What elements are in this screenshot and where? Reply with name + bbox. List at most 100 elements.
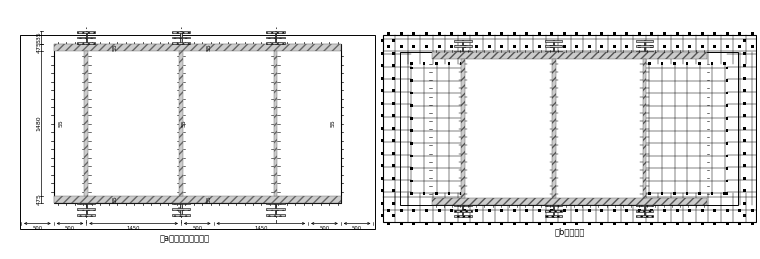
Bar <box>663 20 666 23</box>
Bar <box>463 20 466 23</box>
Bar <box>538 45 541 48</box>
Bar <box>561 192 563 195</box>
Bar <box>54 196 340 203</box>
Bar <box>367 152 370 155</box>
Bar <box>724 62 726 65</box>
Bar <box>738 45 741 48</box>
Bar <box>380 164 383 167</box>
Bar <box>172 214 190 216</box>
Bar <box>698 62 701 65</box>
Bar <box>726 210 729 212</box>
Text: 55: 55 <box>112 196 117 203</box>
Bar <box>400 234 403 238</box>
Bar <box>380 102 383 105</box>
Bar <box>755 164 758 167</box>
Bar <box>438 210 441 212</box>
Bar <box>388 222 391 225</box>
Bar <box>463 234 466 238</box>
Bar <box>743 139 746 142</box>
Bar <box>513 234 516 238</box>
Bar <box>462 205 464 217</box>
Bar <box>563 222 565 225</box>
Bar <box>600 222 603 225</box>
Bar <box>450 234 453 238</box>
Bar <box>462 40 464 53</box>
Bar <box>388 210 391 212</box>
Bar <box>751 45 754 48</box>
Bar <box>392 102 395 105</box>
Bar <box>755 52 758 55</box>
Bar <box>400 45 403 48</box>
Bar <box>550 210 553 212</box>
Bar <box>587 45 591 48</box>
Bar <box>751 234 754 238</box>
Bar <box>623 192 625 195</box>
Bar <box>367 177 370 180</box>
Text: 55: 55 <box>207 196 212 203</box>
Bar <box>536 62 538 65</box>
Bar <box>600 20 603 23</box>
Bar <box>267 214 285 216</box>
Bar <box>454 45 472 47</box>
Bar <box>413 222 416 225</box>
Bar <box>274 51 277 196</box>
Bar <box>78 37 96 38</box>
Bar <box>500 234 503 238</box>
Bar <box>380 114 383 117</box>
Bar <box>78 208 96 210</box>
Bar <box>755 214 758 218</box>
Bar <box>638 210 641 212</box>
Bar <box>513 222 516 225</box>
Bar <box>673 192 676 195</box>
Bar <box>488 234 491 238</box>
Text: （b）配筋图: （b）配筋图 <box>554 227 584 236</box>
Bar <box>400 20 403 23</box>
Bar <box>86 31 87 44</box>
Bar <box>435 192 438 195</box>
Bar <box>388 45 391 48</box>
Bar <box>500 210 503 212</box>
Bar <box>425 222 428 225</box>
Bar <box>380 202 383 205</box>
Bar <box>438 234 441 238</box>
Bar <box>701 20 704 23</box>
Bar <box>638 32 641 35</box>
Bar <box>461 62 463 65</box>
Bar <box>751 210 754 212</box>
Bar <box>513 210 516 212</box>
Bar <box>513 45 516 48</box>
Bar <box>450 45 453 48</box>
Bar <box>538 20 541 23</box>
Bar <box>623 62 625 65</box>
Bar <box>392 77 395 80</box>
Bar <box>523 62 525 65</box>
Bar <box>410 117 413 119</box>
Bar <box>392 64 395 67</box>
Bar <box>600 32 603 35</box>
Text: 1450: 1450 <box>127 226 141 231</box>
Bar <box>500 32 503 35</box>
Bar <box>688 45 691 48</box>
Bar <box>552 59 556 198</box>
Bar <box>673 62 676 65</box>
Bar <box>367 114 370 117</box>
Bar <box>701 210 704 212</box>
Bar <box>380 77 383 80</box>
Bar <box>536 192 538 195</box>
Bar <box>635 62 638 65</box>
Bar <box>423 62 426 65</box>
Bar <box>410 79 413 82</box>
Bar <box>413 45 416 48</box>
Bar <box>575 32 578 35</box>
Bar <box>701 32 704 35</box>
Bar <box>523 192 525 195</box>
Bar <box>726 167 728 170</box>
Bar <box>625 210 629 212</box>
Bar <box>425 20 428 23</box>
Bar <box>751 222 754 225</box>
Bar <box>172 203 190 204</box>
Bar <box>575 20 578 23</box>
Bar <box>475 222 478 225</box>
Bar <box>755 89 758 92</box>
Bar <box>743 77 746 80</box>
